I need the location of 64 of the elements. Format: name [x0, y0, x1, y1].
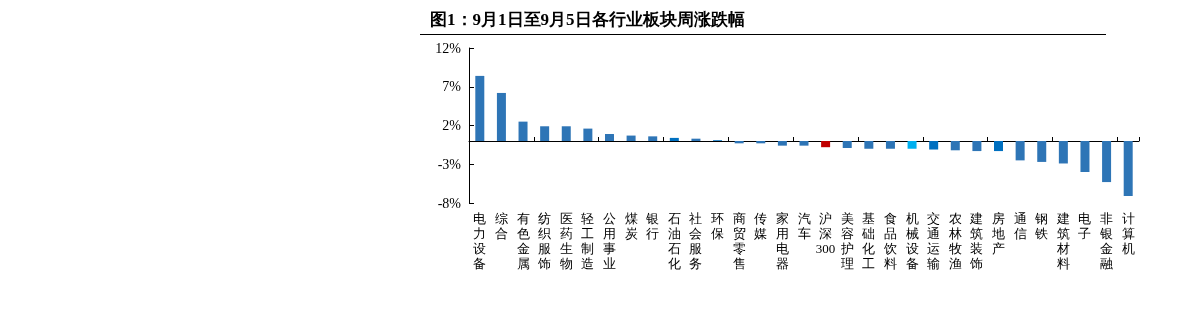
x-tick-label: 通信 [1013, 211, 1027, 241]
bar [626, 135, 636, 141]
y-tick-label: 12% [435, 40, 462, 56]
x-tick-label: 商贸零售 [732, 211, 746, 271]
x-tick-label: 环保 [711, 211, 725, 241]
x-tick-label: 农林牧渔 [947, 211, 962, 271]
bar [842, 141, 852, 148]
x-tick-label: 沪深300 [815, 211, 836, 256]
bar [604, 134, 614, 141]
x-tick-label: 家用电器 [775, 211, 789, 271]
bar [648, 136, 658, 141]
x-tick-label: 医药生物 [559, 211, 573, 271]
y-tick-label: 2% [442, 118, 462, 133]
x-tick-label: 公用事业 [602, 211, 616, 271]
bar [885, 141, 895, 149]
x-tick-label: 建筑装饰 [969, 211, 984, 271]
y-tick-label: -3% [437, 156, 462, 172]
x-tick-label: 社会服务 [689, 211, 703, 271]
x-tick-label: 传媒 [754, 211, 768, 241]
x-tick-label: 纺织服饰 [537, 211, 552, 271]
bar [1058, 141, 1068, 164]
x-tick-label: 机械设备 [905, 211, 919, 271]
x-tick-label: 非银金融 [1099, 211, 1114, 271]
bar [540, 126, 550, 141]
bar [1123, 141, 1133, 197]
x-tick-label: 电子 [1078, 211, 1092, 241]
y-tick-label: -8% [437, 195, 462, 211]
x-tick-label: 食品饮料 [882, 211, 897, 271]
x-tick-label: 银行 [645, 211, 660, 241]
x-tick-label: 电力设备 [473, 211, 487, 271]
bar [929, 141, 939, 150]
bar [518, 121, 528, 141]
x-tick-label: 交通运输 [927, 211, 941, 271]
bar [950, 141, 960, 151]
bar [821, 141, 831, 148]
x-tick-label: 石油石化 [667, 211, 681, 271]
bar [496, 92, 506, 141]
x-tick-label: 基础化工 [861, 211, 876, 271]
x-tick-label: 房地产 [991, 211, 1006, 256]
bar [583, 128, 593, 141]
x-tick-label: 有色金属 [516, 211, 530, 271]
bar [864, 141, 874, 149]
x-tick-label: 计算机 [1121, 211, 1135, 256]
bar [669, 137, 679, 141]
chart-title: 图1：9月1日至9月5日各行业板块周涨跌幅 [430, 10, 745, 29]
bar [1102, 141, 1112, 183]
bar [799, 141, 809, 146]
x-tick-label: 美容护理 [839, 211, 854, 271]
x-tick-label: 建筑材料 [1055, 211, 1070, 271]
bar [475, 75, 485, 141]
x-tick-label: 综合 [494, 211, 508, 241]
x-tick-label: 钢铁 [1034, 211, 1049, 241]
bar [907, 141, 917, 149]
bar [972, 141, 982, 152]
bar [561, 126, 571, 141]
x-tick-label: 煤炭 [624, 211, 638, 241]
x-tick-label: 轻工制造 [581, 211, 595, 271]
bar [1037, 141, 1047, 162]
bar [777, 141, 787, 146]
bar [1080, 141, 1090, 172]
bar [1015, 141, 1025, 161]
y-tick-label: 7% [442, 79, 462, 95]
bar [994, 141, 1004, 152]
x-tick-label: 汽车 [797, 211, 811, 241]
